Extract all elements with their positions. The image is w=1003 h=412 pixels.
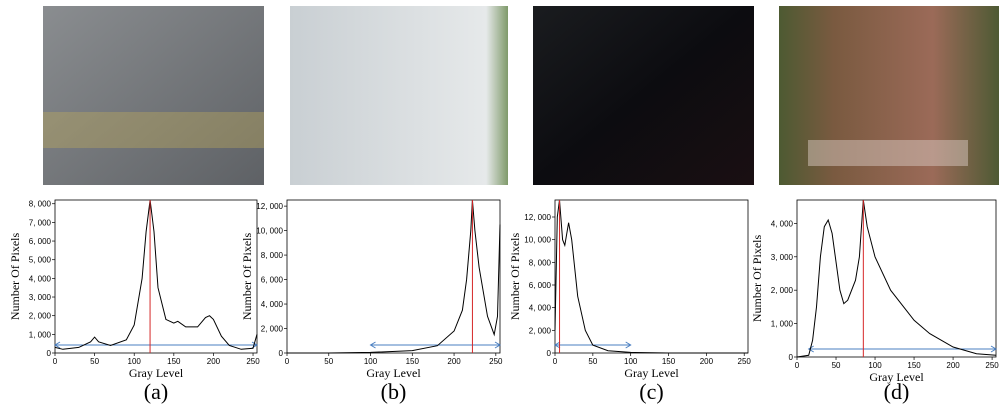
arrow-head [554,341,632,349]
x-tick-label: 200 [447,357,461,366]
y-tick-label: 4, 000 [261,300,284,309]
x-tick-label: 150 [167,357,181,366]
y-axis-label: Number Of Pixels [750,235,764,323]
y-tick-label: 2, 000 [529,326,552,335]
caption: (c) [639,379,663,404]
x-tick-label: 200 [700,357,714,366]
photos [43,6,999,185]
x-tick-label: 150 [662,357,676,366]
plot-frame [796,199,997,358]
caption: (b) [381,379,407,404]
y-tick-label: 6, 000 [261,276,284,285]
histogram-line [554,199,748,354]
photo [290,6,508,185]
histogram-line [287,199,501,354]
y-axis-label: Number Of Pixels [240,233,254,321]
y-tick-label: 8, 000 [29,200,52,209]
y-tick-label: 7, 000 [29,218,52,227]
x-tick-label: 0 [53,357,58,366]
y-tick-label: 6, 000 [529,281,552,290]
x-tick-label: 100 [624,357,638,366]
caption: (d) [884,379,910,404]
x-tick-label: 50 [832,361,841,370]
x-axis-label: Gray Level [869,370,924,384]
y-tick-label: 0 [279,349,284,358]
y-tick-label: 10, 000 [256,227,283,236]
x-tick-label: 100 [868,361,882,370]
y-tick-label: 4, 000 [29,274,52,283]
x-tick-label: 0 [795,361,800,370]
plot-frame [554,199,749,354]
y-tick-label: 0 [47,349,52,358]
y-axis-label: Number Of Pixels [508,233,522,321]
x-tick-label: 250 [489,357,503,366]
x-tick-label: 50 [90,357,99,366]
y-tick-label: 0 [789,353,794,362]
x-axis-label: Gray Level [129,366,184,380]
arrow-head [807,345,997,353]
x-tick-label: 250 [246,357,260,366]
x-axis-label: Gray Level [366,366,421,380]
caption: (a) [144,379,168,404]
y-tick-label: 1, 000 [771,320,794,329]
y-tick-label: 1, 000 [29,330,52,339]
y-tick-label: 10, 000 [524,236,551,245]
x-tick-label: 100 [364,357,378,366]
histogram-line [54,199,258,350]
arrow-head [369,341,501,349]
y-tick-label: 4, 000 [771,219,794,228]
histogram-line [796,199,997,358]
y-tick-label: 8, 000 [529,258,552,267]
x-tick-label: 50 [324,357,333,366]
x-tick-label: 50 [588,357,597,366]
photo [533,6,754,185]
x-tick-label: 100 [128,357,142,366]
plot-frame [286,199,501,354]
y-tick-label: 2, 000 [771,286,794,295]
plot-frame [54,199,258,354]
y-tick-label: 8, 000 [261,251,284,260]
x-tick-label: 250 [738,357,752,366]
y-tick-label: 12, 000 [524,213,551,222]
y-tick-label: 2, 000 [29,312,52,321]
y-tick-label: 0 [547,349,552,358]
y-tick-label: 4, 000 [529,304,552,313]
y-tick-label: 5, 000 [29,256,52,265]
y-tick-label: 6, 000 [29,237,52,246]
y-tick-label: 2, 000 [261,325,284,334]
photo-detail [43,112,264,148]
photo-detail [808,140,968,166]
photo [43,6,264,185]
x-tick-label: 200 [946,361,960,370]
x-tick-label: 200 [207,357,221,366]
x-axis-label: Gray Level [624,366,679,380]
y-tick-label: 3, 000 [29,293,52,302]
x-tick-label: 0 [285,357,290,366]
y-axis-label: Number Of Pixels [8,233,22,321]
y-tick-label: 12, 000 [256,202,283,211]
x-tick-label: 150 [907,361,921,370]
x-tick-label: 250 [985,361,999,370]
y-tick-label: 3, 000 [771,253,794,262]
x-tick-label: 0 [553,357,558,366]
x-tick-label: 150 [406,357,420,366]
